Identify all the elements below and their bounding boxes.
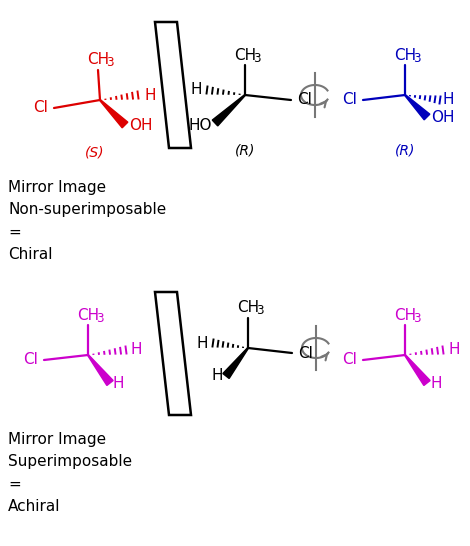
Polygon shape <box>223 348 248 378</box>
Text: 3: 3 <box>96 312 103 324</box>
Text: CH: CH <box>87 52 109 68</box>
Text: Cl: Cl <box>297 92 312 108</box>
Text: 3: 3 <box>413 312 421 324</box>
Text: HO: HO <box>188 117 212 133</box>
Text: OH: OH <box>431 110 454 124</box>
Text: (R): (R) <box>235 143 255 157</box>
Text: Cl: Cl <box>298 346 313 360</box>
Text: Cl: Cl <box>342 353 357 367</box>
Text: CH: CH <box>234 48 256 62</box>
Text: H: H <box>144 87 156 103</box>
Text: Mirror Image
Superimposable
=
Achiral: Mirror Image Superimposable = Achiral <box>8 432 132 514</box>
Text: 3: 3 <box>106 56 114 69</box>
Text: H: H <box>113 376 125 390</box>
Text: 3: 3 <box>253 51 261 64</box>
Text: H: H <box>190 82 202 98</box>
Text: Cl: Cl <box>23 353 38 367</box>
Polygon shape <box>212 94 245 126</box>
Text: CH: CH <box>394 307 416 323</box>
Polygon shape <box>100 100 128 128</box>
Text: Cl: Cl <box>33 100 48 116</box>
Text: H: H <box>131 342 142 358</box>
Polygon shape <box>405 94 430 120</box>
Text: OH: OH <box>129 117 152 133</box>
Text: CH: CH <box>237 300 259 316</box>
Text: CH: CH <box>394 48 416 62</box>
Polygon shape <box>87 355 113 385</box>
Text: H: H <box>448 342 460 358</box>
Text: H: H <box>430 376 441 390</box>
Text: Mirror Image
Non-superimposable
=
Chiral: Mirror Image Non-superimposable = Chiral <box>8 180 166 262</box>
Text: (S): (S) <box>85 145 105 159</box>
Text: CH: CH <box>77 307 99 323</box>
Text: H: H <box>212 369 223 383</box>
Text: 3: 3 <box>413 51 421 64</box>
Text: 3: 3 <box>256 305 264 318</box>
Text: (R): (R) <box>395 143 415 157</box>
Text: H: H <box>443 92 454 108</box>
Text: Cl: Cl <box>342 92 357 108</box>
Polygon shape <box>405 355 430 385</box>
Text: H: H <box>196 335 208 351</box>
